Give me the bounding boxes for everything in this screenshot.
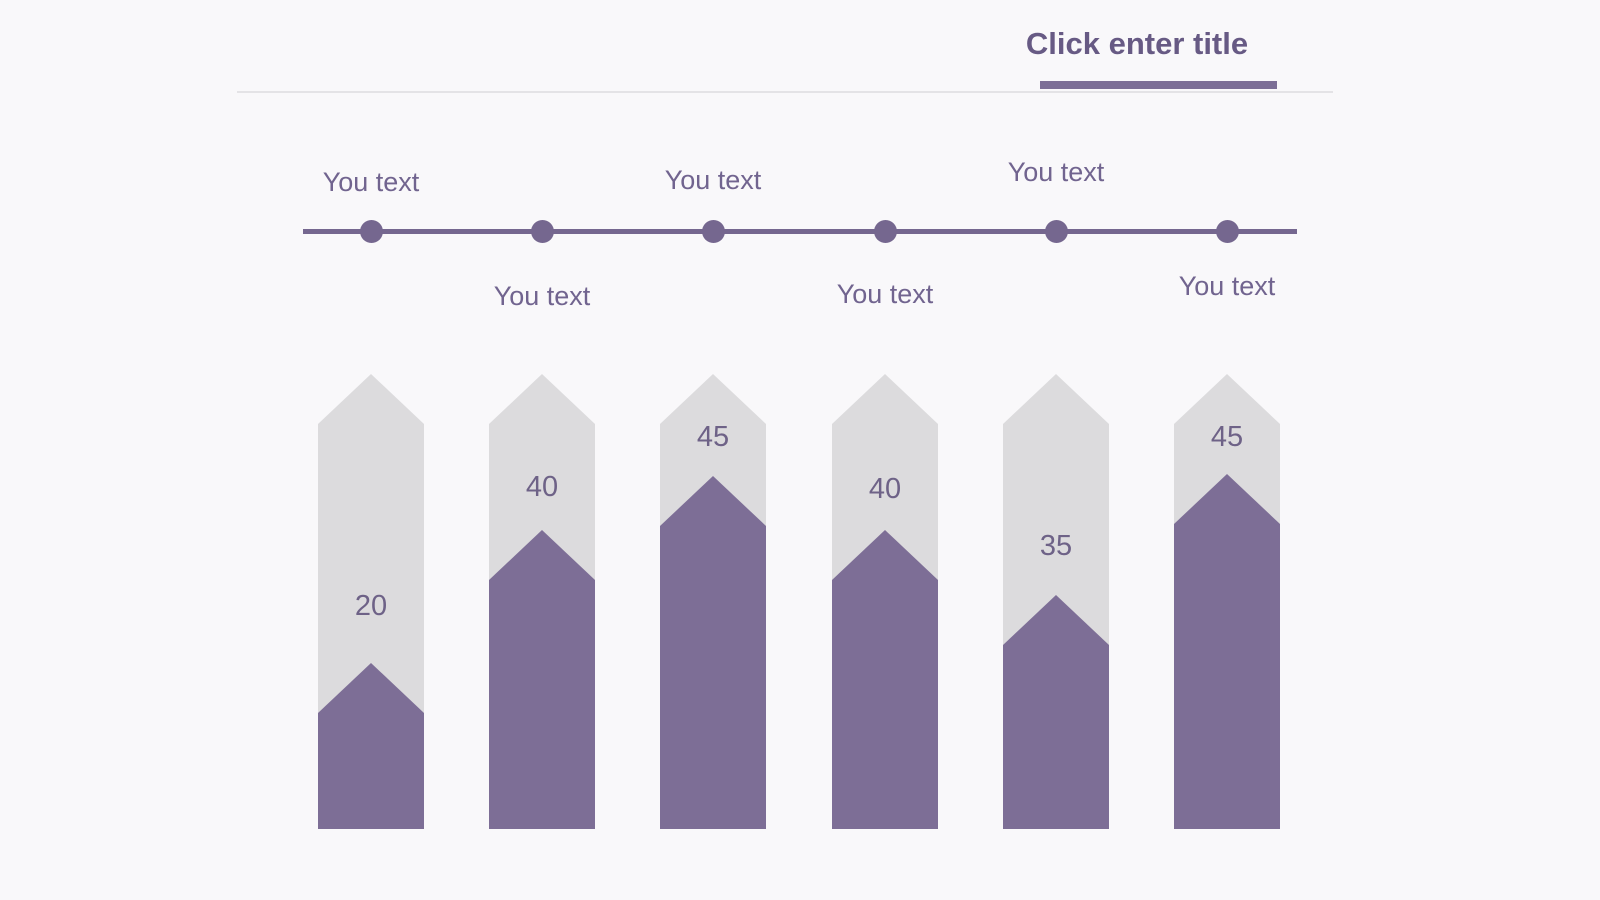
timeline-label: You text [1178, 271, 1276, 301]
title-underline [1040, 81, 1277, 89]
timeline-label: You text [322, 167, 420, 197]
timeline-dot [1215, 220, 1239, 243]
bar-value-label: 40 [525, 471, 559, 503]
bar-fill [660, 476, 766, 829]
timeline-line [303, 229, 1297, 234]
timeline-dot [873, 220, 897, 243]
timeline-label: You text [493, 281, 591, 311]
bar-value-label: 40 [868, 473, 902, 505]
bar-column: 40 [832, 374, 938, 829]
bar-column: 40 [489, 374, 595, 829]
timeline-label: You text [664, 165, 762, 195]
timeline-dot [359, 220, 383, 243]
timeline-label: You text [1007, 157, 1105, 187]
timeline-label: You text [836, 279, 934, 309]
page-title: Click enter title [1025, 26, 1249, 61]
bar-value-label: 20 [354, 590, 388, 622]
bar-column: 45 [660, 374, 766, 829]
bar-value-label: 35 [1039, 530, 1073, 562]
bar-fill [1174, 474, 1280, 829]
bar-fill [489, 530, 595, 829]
timeline-dot [530, 220, 554, 243]
bar-column: 20 [318, 374, 424, 829]
header-divider-line [237, 91, 1333, 93]
bar-value-label: 45 [1210, 421, 1244, 453]
bar-fill [1003, 595, 1109, 829]
bar-value-label: 45 [696, 421, 730, 453]
bar-fill [832, 530, 938, 829]
timeline-dot [701, 220, 725, 243]
timeline-dot [1044, 220, 1068, 243]
bar-column: 45 [1174, 374, 1280, 829]
bar-column: 35 [1003, 374, 1109, 829]
